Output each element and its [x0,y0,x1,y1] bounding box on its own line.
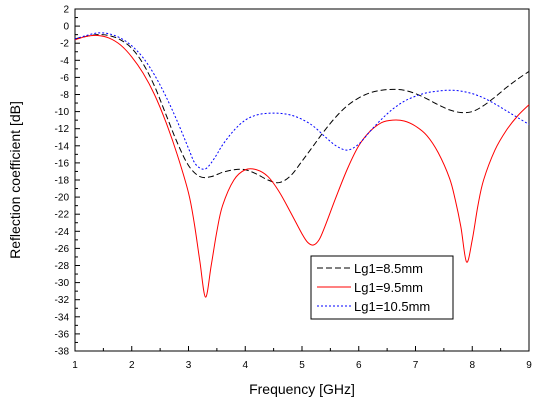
x-axis-label: Frequency [GHz] [249,381,355,397]
series-lines [74,32,530,298]
x-tick-label: 6 [356,360,362,371]
y-tick-label: -10 [55,107,70,118]
plot-area [74,8,530,352]
y-tick-label: -20 [55,193,70,204]
y-tick-label: -26 [55,244,70,255]
legend-label-3: Lg1=10.5mm [354,299,430,314]
y-tick-label: -30 [55,278,70,289]
series-line-3 [74,32,530,170]
legend: Lg1=8.5mm Lg1=9.5mm Lg1=10.5mm [310,255,454,320]
y-tick-label: -18 [55,176,70,187]
y-axis-label: Reflection coefficient [dB] [7,101,23,259]
x-tick-label: 5 [299,360,305,371]
y-tick-label: -2 [60,39,69,50]
plot-frame [74,8,530,352]
y-tick-label: -34 [55,312,70,323]
y-tick-label: -4 [60,56,69,67]
x-tick-label: 9 [526,360,532,371]
y-tick-label: 2 [63,5,69,16]
x-tick-label: 4 [242,360,248,371]
y-axis-ticks: 2 0 -2 -4 -6 -8 -10 -12 -14 -16 -18 -20 -22 -24 -26 -28… [55,5,80,358]
y-tick-label: -22 [55,210,70,221]
legend-label-1: Lg1=8.5mm [354,261,423,276]
x-tick-label: 8 [469,360,475,371]
y-tick-label: -12 [55,124,70,135]
y-tick-label: -38 [55,347,70,358]
x-tick-label: 3 [186,360,192,371]
y-tick-label: 0 [63,22,69,33]
y-tick-label: -14 [55,141,70,152]
x-axis-ticks: 1 2 3 4 5 6 7 8 9 [72,346,532,371]
y-tick-label: -24 [55,227,70,238]
series-line-1 [74,34,530,184]
y-tick-label: -36 [55,329,70,340]
y-tick-label: -28 [55,261,70,272]
x-tick-label: 7 [413,360,419,371]
y-tick-label: -8 [60,90,69,101]
x-tick-label: 2 [129,360,135,371]
y-tick-label: -16 [55,158,70,169]
series-line-2 [74,34,530,298]
legend-label-2: Lg1=9.5mm [354,280,423,295]
y-tick-label: -6 [60,73,69,84]
y-tick-label: -32 [55,295,70,306]
x-tick-label: 1 [72,360,78,371]
